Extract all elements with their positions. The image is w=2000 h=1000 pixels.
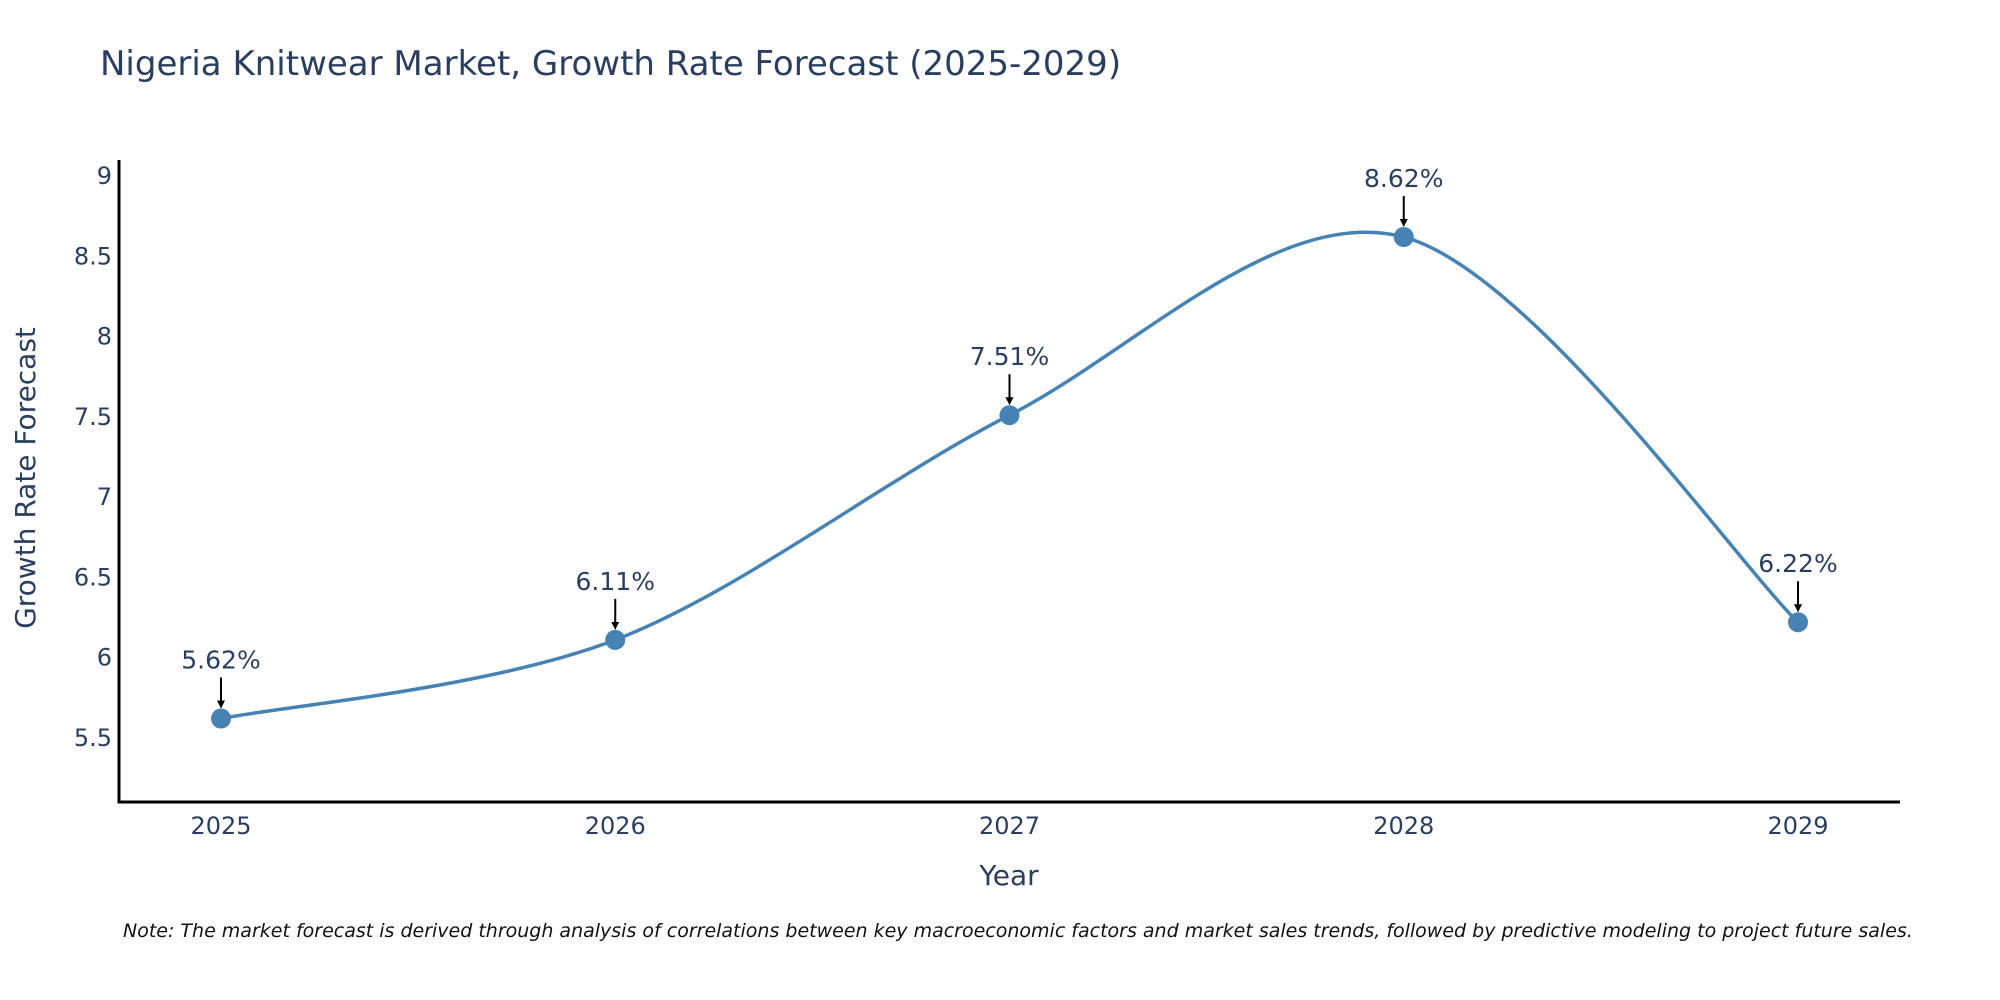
x-tick-label: 2027 <box>979 812 1040 840</box>
y-tick-label: 5.5 <box>74 724 112 752</box>
chart-title: Nigeria Knitwear Market, Growth Rate For… <box>100 44 1122 84</box>
data-point <box>605 629 626 650</box>
data-point <box>211 708 231 729</box>
data-label: 6.11% <box>576 567 655 596</box>
data-markers <box>211 227 1808 729</box>
data-label: 8.62% <box>1364 164 1443 193</box>
x-axis-ticks: 2025 2026 2027 2028 2029 <box>190 812 1828 840</box>
y-tick-label: 6 <box>97 644 112 672</box>
y-tick-label: 8 <box>97 323 112 351</box>
data-label: 7.51% <box>970 342 1049 371</box>
y-tick-label: 6.5 <box>74 563 112 591</box>
y-tick-label: 9 <box>97 162 112 190</box>
series-line <box>220 230 1800 721</box>
x-tick-label: 2026 <box>585 812 646 840</box>
x-tick-label: 2029 <box>1767 812 1828 840</box>
data-label: 6.22% <box>1758 549 1837 578</box>
y-tick-label: 7 <box>97 483 112 511</box>
data-point <box>1393 227 1414 248</box>
data-annotations: 5.62% 6.11% 7.51% 8.62% 6.22% <box>181 164 1838 709</box>
data-point <box>999 405 1020 426</box>
data-point <box>1788 612 1808 633</box>
data-label: 5.62% <box>181 646 260 675</box>
y-axis-ticks: 5.5 6 6.5 7 7.5 8 8.5 9 <box>74 162 112 752</box>
y-tick-label: 7.5 <box>74 403 112 431</box>
y-tick-label: 8.5 <box>74 242 112 270</box>
footnote: Note: The market forecast is derived thr… <box>123 920 1913 942</box>
y-axis-title: Growth Rate Forecast <box>9 327 42 629</box>
x-axis-title: Year <box>978 859 1039 892</box>
x-tick-label: 2028 <box>1373 812 1434 840</box>
x-tick-label: 2025 <box>190 812 251 840</box>
